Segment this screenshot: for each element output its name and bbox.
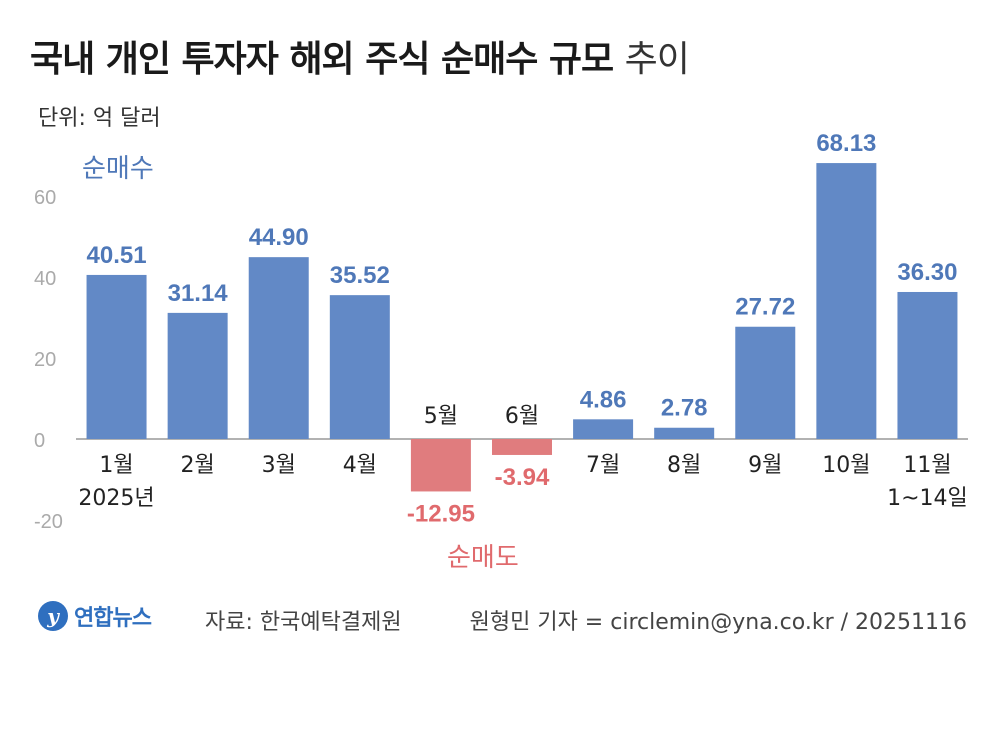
x-tick-label: 2월 [181, 453, 215, 478]
bar [410, 439, 471, 492]
credit-text: 원형민 기자 = circlemin@yna.co.kr / 20251116 [469, 610, 967, 635]
bar [86, 274, 147, 439]
bar [573, 419, 634, 439]
bar [167, 312, 228, 439]
x-tick-label: 8월 [667, 453, 701, 478]
data-label: 68.13 [816, 130, 876, 157]
data-label: 36.30 [897, 259, 957, 286]
x-tick-label: 3월 [262, 453, 296, 478]
data-label: 35.52 [330, 262, 390, 289]
x-tick-label: 7월 [586, 453, 620, 478]
data-label: 4.86 [580, 386, 627, 413]
x-tick-label: 6월 [505, 404, 539, 429]
title-suffix: 추이 [624, 39, 690, 80]
bar-chart: 60 40 20 0 -20 순매수 40.51 1월 2025년 31.14 2월 44.90 3월 3… [34, 130, 968, 573]
bar [248, 257, 309, 439]
bar [816, 163, 877, 440]
logo-text: 연합뉴스 [74, 606, 152, 631]
x-tick-label: 5월 [424, 404, 458, 429]
data-label: 27.72 [735, 294, 795, 321]
y-tick-label: 60 [34, 187, 56, 209]
yonhap-logo-icon: y [38, 601, 68, 631]
bar [492, 439, 552, 455]
y-tick-label: 40 [34, 268, 56, 290]
x-tick-label: 1월 [99, 453, 133, 478]
net-sell-annotation: 순매도 [447, 543, 519, 573]
data-label: -12.95 [407, 500, 475, 527]
bar [735, 326, 796, 439]
x-tick-sublabel: 2025년 [78, 486, 154, 511]
y-tick-label: 0 [34, 430, 45, 452]
y-tick-label: 20 [34, 349, 56, 371]
logo: y 연합뉴스 [38, 600, 152, 632]
x-tick-label: 9월 [748, 453, 782, 478]
footer: y 연합뉴스 자료: 한국예탁결제원 원형민 기자 = circlemin@yn… [0, 592, 1005, 652]
bar [897, 291, 958, 439]
title-main: 국내 개인 투자자 해외 주식 순매수 규모 [30, 39, 614, 80]
data-label: 2.78 [661, 395, 708, 422]
data-label: 31.14 [168, 280, 229, 307]
x-tick-sublabel: 1~14일 [887, 486, 968, 511]
source-text: 자료: 한국예탁결제원 [205, 610, 402, 635]
x-tick-label: 11월 [903, 453, 951, 478]
y-tick-label: -20 [34, 511, 63, 533]
x-tick-label: 10월 [822, 453, 870, 478]
data-label: 44.90 [249, 224, 309, 251]
data-label: -3.94 [495, 464, 550, 491]
data-label: 40.51 [87, 242, 147, 269]
chart-title: 국내 개인 투자자 해외 주식 순매수 규모 추이 [30, 30, 690, 82]
x-tick-label: 4월 [343, 453, 377, 478]
unit-label: 단위: 억 달러 [38, 106, 161, 131]
bar [654, 427, 715, 439]
net-buy-annotation: 순매수 [82, 154, 154, 184]
bar [329, 295, 390, 439]
